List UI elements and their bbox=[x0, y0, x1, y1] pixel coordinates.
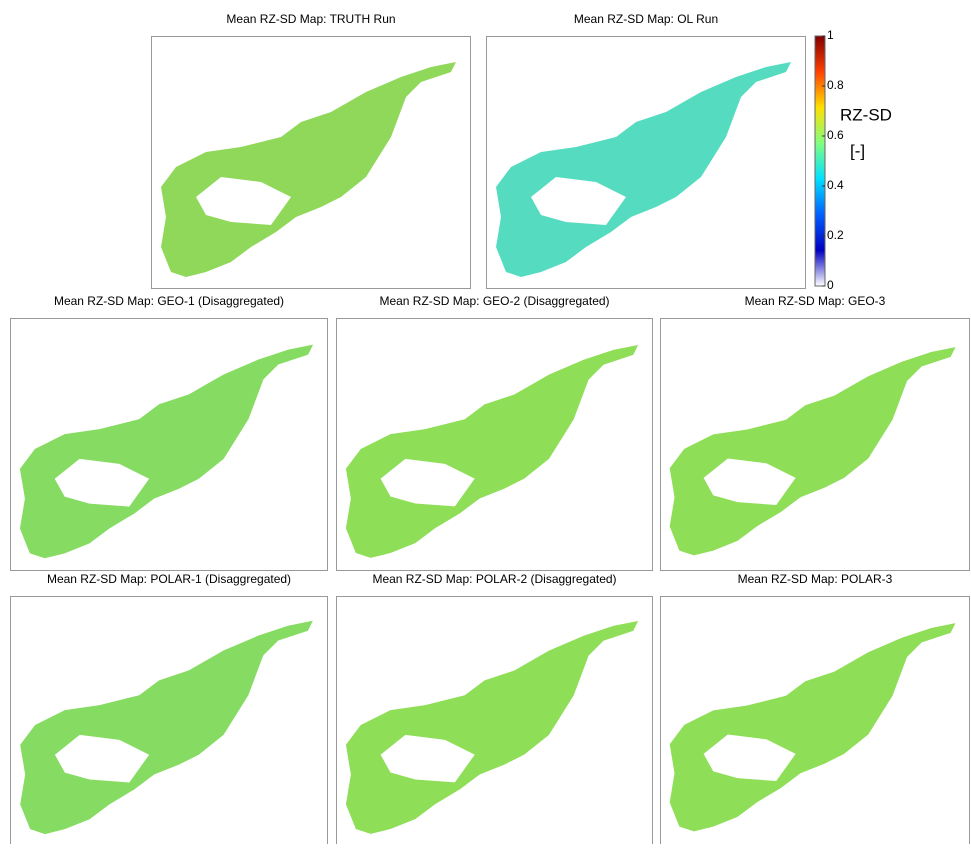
colorbar-tick-label: 0 bbox=[827, 278, 834, 292]
colorbar-tick-label: 0.2 bbox=[827, 228, 844, 242]
panel-title: Mean RZ-SD Map: POLAR-2 (Disaggregated) bbox=[372, 572, 616, 586]
panel-title: Mean RZ-SD Map: GEO-2 (Disaggregated) bbox=[379, 294, 609, 308]
panel-title: Mean RZ-SD Map: TRUTH Run bbox=[226, 12, 395, 26]
colorbar-unit: [-] bbox=[850, 141, 865, 160]
panel-title: Mean RZ-SD Map: GEO-3 bbox=[745, 294, 886, 308]
colorbar-tick-label: 0.8 bbox=[827, 78, 844, 92]
colorbar-tick-label: 1 bbox=[827, 28, 834, 42]
panel-title: Mean RZ-SD Map: GEO-1 (Disaggregated) bbox=[54, 294, 284, 308]
colorbar-label: RZ-SD bbox=[840, 105, 892, 124]
panel-title: Mean RZ-SD Map: POLAR-3 bbox=[738, 572, 893, 586]
panel-title: Mean RZ-SD Map: POLAR-1 (Disaggregated) bbox=[47, 572, 291, 586]
panel-title: Mean RZ-SD Map: OL Run bbox=[574, 12, 718, 26]
colorbar bbox=[814, 35, 826, 287]
colorbar-tick-label: 0.4 bbox=[827, 178, 844, 192]
colorbar-tick-label: 0.6 bbox=[827, 128, 844, 142]
